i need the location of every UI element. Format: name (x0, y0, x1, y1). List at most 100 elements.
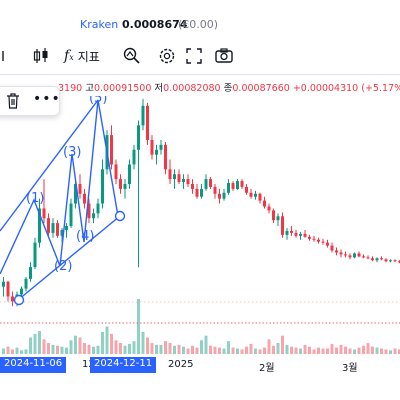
volume-bar (132, 341, 136, 354)
volume-bar (375, 347, 379, 354)
candle-body (303, 233, 307, 237)
volume-bar (141, 332, 145, 354)
last-price: 0.0008674 (122, 18, 188, 31)
low-label: 저 (154, 83, 164, 94)
candle-body (78, 184, 82, 194)
candle-body (249, 192, 253, 197)
trash-icon[interactable] (5, 92, 21, 114)
volume-bar (47, 343, 50, 354)
exchange-name[interactable]: Kraken (80, 18, 119, 31)
elliott-wave-pattern[interactable]: (1) (2) (3) (4) (5) (0, 96, 126, 306)
candle-body (254, 193, 257, 197)
candle-body (218, 193, 221, 199)
settings-icon[interactable] (157, 46, 177, 66)
add-icon[interactable] (0, 46, 8, 66)
candle-body (119, 179, 122, 189)
candle-body (294, 232, 298, 236)
candle-body (173, 174, 176, 180)
candle-body (245, 186, 248, 193)
volume-bar (317, 347, 320, 354)
volume-bar (164, 341, 167, 354)
price-chart[interactable]: (1) (2) (3) (4) (5) (0, 96, 400, 356)
candle-body (204, 179, 208, 189)
candle-body (128, 164, 131, 184)
candle-body (344, 254, 347, 256)
compare-icon[interactable] (122, 46, 142, 66)
volume-bar (267, 339, 271, 354)
volume-bar (101, 332, 104, 354)
volume-bar (344, 346, 347, 354)
more-options-icon[interactable]: ••• (33, 91, 61, 107)
candle-body (141, 105, 145, 126)
candle-body (164, 144, 167, 170)
candle-body (74, 184, 77, 204)
high-value: 0.00091500 (93, 83, 152, 94)
candle-type-icon[interactable] (32, 46, 50, 66)
candle-body (92, 213, 95, 219)
volume-bar (69, 340, 73, 354)
candle-body (231, 183, 235, 189)
candle-body (213, 186, 217, 194)
volume-bar (299, 348, 302, 354)
candle-body (69, 203, 73, 227)
volume-bar (78, 337, 82, 354)
candle-body (182, 179, 185, 183)
volume-bar (321, 348, 325, 354)
candle-body (290, 230, 293, 233)
wave-label-5: (5) (89, 96, 107, 106)
candles (2, 98, 400, 307)
volume-bar (231, 347, 235, 354)
volume-bar (398, 349, 400, 354)
volume-bar (123, 345, 127, 354)
candle-body (191, 184, 194, 189)
volume-bar (51, 344, 55, 354)
candle-body (96, 203, 100, 214)
candle-body (29, 267, 32, 279)
indicators-button[interactable]: fx 지표 (64, 46, 100, 66)
volume-bar (6, 346, 10, 354)
volume-bar (56, 345, 59, 354)
candle-body (258, 193, 262, 201)
channel-start-handle[interactable] (13, 294, 25, 306)
volume-bar (362, 345, 365, 354)
close-label: 종 (223, 83, 233, 94)
volume-bar (353, 349, 356, 354)
volume-bar (263, 347, 266, 354)
volume-bar (371, 346, 374, 354)
fullscreen-icon[interactable] (185, 46, 203, 66)
candle-body (56, 223, 59, 236)
volume-bar (65, 347, 68, 354)
high-label: 고 (85, 83, 94, 94)
camera-icon[interactable] (214, 46, 234, 66)
chart-toolbar: fx 지표 (0, 38, 400, 75)
volume-bar (74, 335, 77, 354)
volume-bar (20, 350, 23, 354)
candle-body (299, 233, 302, 236)
candle-body (371, 258, 374, 261)
candle-body (47, 218, 50, 233)
volume-bar (303, 344, 307, 354)
volume-bar (15, 347, 19, 354)
time-axis[interactable]: 2024-11-06 12 2024-12-11 2025 2월 3월 (0, 356, 400, 374)
candle-body (398, 261, 400, 263)
candle-body (362, 256, 365, 258)
volume-bar (330, 343, 334, 354)
time-label-feb: 2월 (259, 363, 275, 374)
candle-body (159, 144, 163, 150)
channel-upper-line (0, 99, 99, 232)
drawing-toolbar: ••• (0, 86, 60, 116)
volume-bar (276, 343, 280, 354)
volume-bar (308, 346, 311, 354)
volume-bar (186, 348, 190, 354)
volume-bar (96, 345, 100, 354)
price-change: (€0.00) (178, 18, 219, 31)
channel-end-handle[interactable] (114, 210, 126, 222)
volume-bar (128, 343, 131, 354)
volume-bar (209, 345, 212, 354)
channel-lower-line (17, 215, 121, 301)
volume-bar (182, 346, 185, 354)
candle-body (276, 216, 280, 221)
volume-bar (240, 349, 244, 354)
volume-bar (87, 344, 91, 354)
wave-label-1: (1) (26, 191, 44, 206)
